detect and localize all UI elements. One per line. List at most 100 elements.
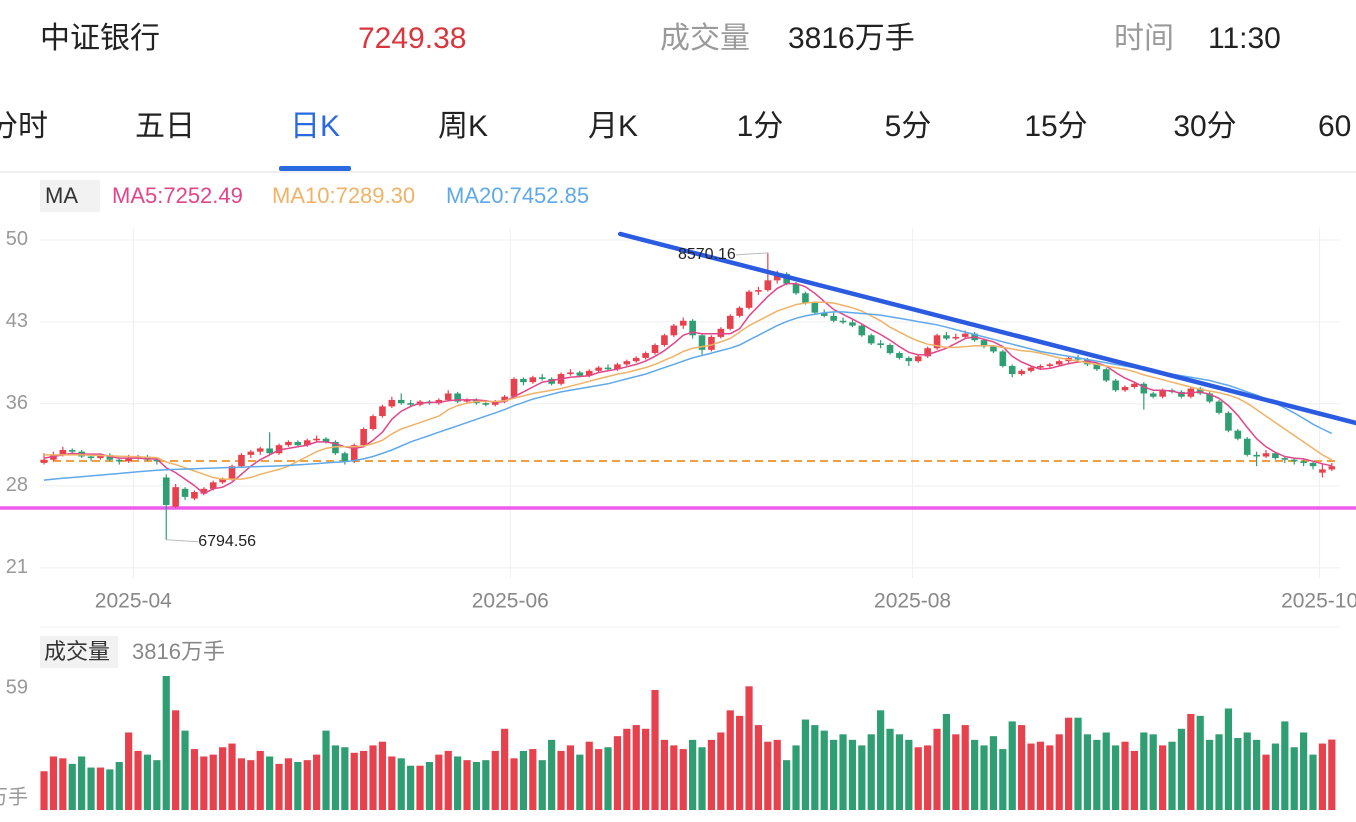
volume-bar: [942, 714, 951, 810]
candle-body: [294, 441, 302, 446]
volume-bar: [538, 760, 546, 810]
volume-tick-label: 59: [6, 676, 28, 698]
candle-body: [454, 393, 461, 402]
tab[interactable]: 五日: [135, 110, 195, 143]
annotation-label: 8570.16: [678, 246, 736, 263]
candle-body: [125, 458, 132, 462]
tab[interactable]: 分时: [0, 110, 48, 143]
volume-bar: [1262, 754, 1270, 810]
volume-bar: [1243, 732, 1251, 810]
candle-body: [388, 399, 396, 407]
volume-value: 3816万手: [788, 22, 915, 55]
y-tick-label: 36: [6, 392, 28, 414]
tab[interactable]: 15分: [1024, 110, 1087, 143]
x-tick-label: 2025-04: [95, 590, 172, 613]
legend-box: [40, 180, 100, 212]
candle-body: [247, 451, 255, 455]
tab[interactable]: 周K: [438, 110, 488, 143]
candle-body: [914, 356, 922, 362]
candle-body: [341, 453, 349, 462]
volume-bar: [491, 750, 499, 810]
candle-body: [642, 353, 649, 358]
volume-bar: [613, 736, 622, 810]
candle-body: [1328, 466, 1336, 470]
volume-bar: [407, 765, 415, 810]
volume-bar: [172, 710, 180, 810]
annotation-leader: [166, 539, 199, 543]
candle-body: [990, 346, 997, 352]
volume-bar: [811, 725, 819, 810]
candle-body: [97, 454, 104, 459]
candle-body: [1008, 365, 1016, 375]
candle-body: [200, 488, 208, 494]
volume-bar: [331, 745, 340, 810]
volume-bar: [801, 719, 810, 810]
candle-body: [1309, 462, 1317, 467]
x-tick-label: 2025-10: [1281, 590, 1356, 613]
volume-bar: [482, 760, 490, 810]
volume-bar: [1027, 743, 1035, 810]
volume-bar: [416, 765, 424, 810]
volume-bar: [510, 758, 518, 810]
candle-body: [435, 399, 443, 404]
volume-bar: [905, 739, 913, 810]
volume-bar: [689, 739, 697, 810]
volume-bar: [548, 739, 556, 810]
candle-body: [886, 344, 894, 354]
candle-body: [50, 454, 57, 460]
y-tick-label: 50: [6, 228, 28, 250]
candle-body: [1281, 458, 1289, 460]
volume-bar: [1300, 732, 1308, 810]
volume-bar: [444, 750, 452, 810]
volume-bar: [219, 747, 227, 810]
candle-body: [745, 291, 753, 308]
candle-body: [1253, 454, 1260, 457]
volume-bar: [736, 715, 744, 810]
tab[interactable]: 60: [1318, 110, 1351, 143]
candle-body: [1112, 380, 1119, 391]
volume-bar: [313, 754, 321, 810]
tab[interactable]: 1分: [737, 110, 784, 143]
candle-body: [153, 459, 161, 462]
volume-bar: [1083, 734, 1092, 810]
volume-bar: [209, 754, 217, 810]
tab[interactable]: 5分: [885, 110, 932, 143]
candle-body: [1121, 387, 1129, 391]
candle-body: [679, 320, 687, 326]
candle-body: [585, 370, 593, 376]
tab[interactable]: 日K: [290, 110, 340, 143]
volume-bar: [1018, 725, 1026, 810]
candle-body: [623, 361, 631, 365]
candle-body: [463, 399, 471, 402]
volume-bar: [472, 762, 481, 810]
tab[interactable]: 30分: [1173, 110, 1236, 143]
tab[interactable]: 月K: [588, 110, 638, 143]
candle-body: [369, 416, 377, 430]
volume-bar: [886, 728, 894, 810]
volume-bar: [971, 739, 979, 810]
candle-body: [144, 456, 151, 460]
volume-bar: [717, 732, 725, 810]
candle-body: [717, 328, 725, 337]
candle-body: [529, 377, 537, 383]
candle-body: [115, 459, 123, 462]
volume-bar: [1036, 741, 1045, 810]
volume-bar: [228, 743, 236, 810]
candle-body: [285, 441, 292, 446]
volume-bar: [49, 756, 58, 810]
annotation-leader: [735, 252, 768, 256]
volume-bar: [1074, 717, 1082, 810]
candle-body: [350, 445, 358, 462]
volume-bar: [820, 730, 828, 810]
candle-body: [905, 357, 913, 362]
candle-body: [538, 377, 546, 379]
volume-bar: [933, 728, 941, 810]
volume-bar: [463, 760, 471, 810]
candle-body: [811, 302, 819, 313]
candle-body: [1093, 364, 1101, 370]
volume-bar: [1149, 734, 1157, 810]
volume-bar: [1224, 708, 1233, 810]
volume-bar: [529, 749, 537, 810]
y-tick-label: 28: [6, 474, 28, 496]
